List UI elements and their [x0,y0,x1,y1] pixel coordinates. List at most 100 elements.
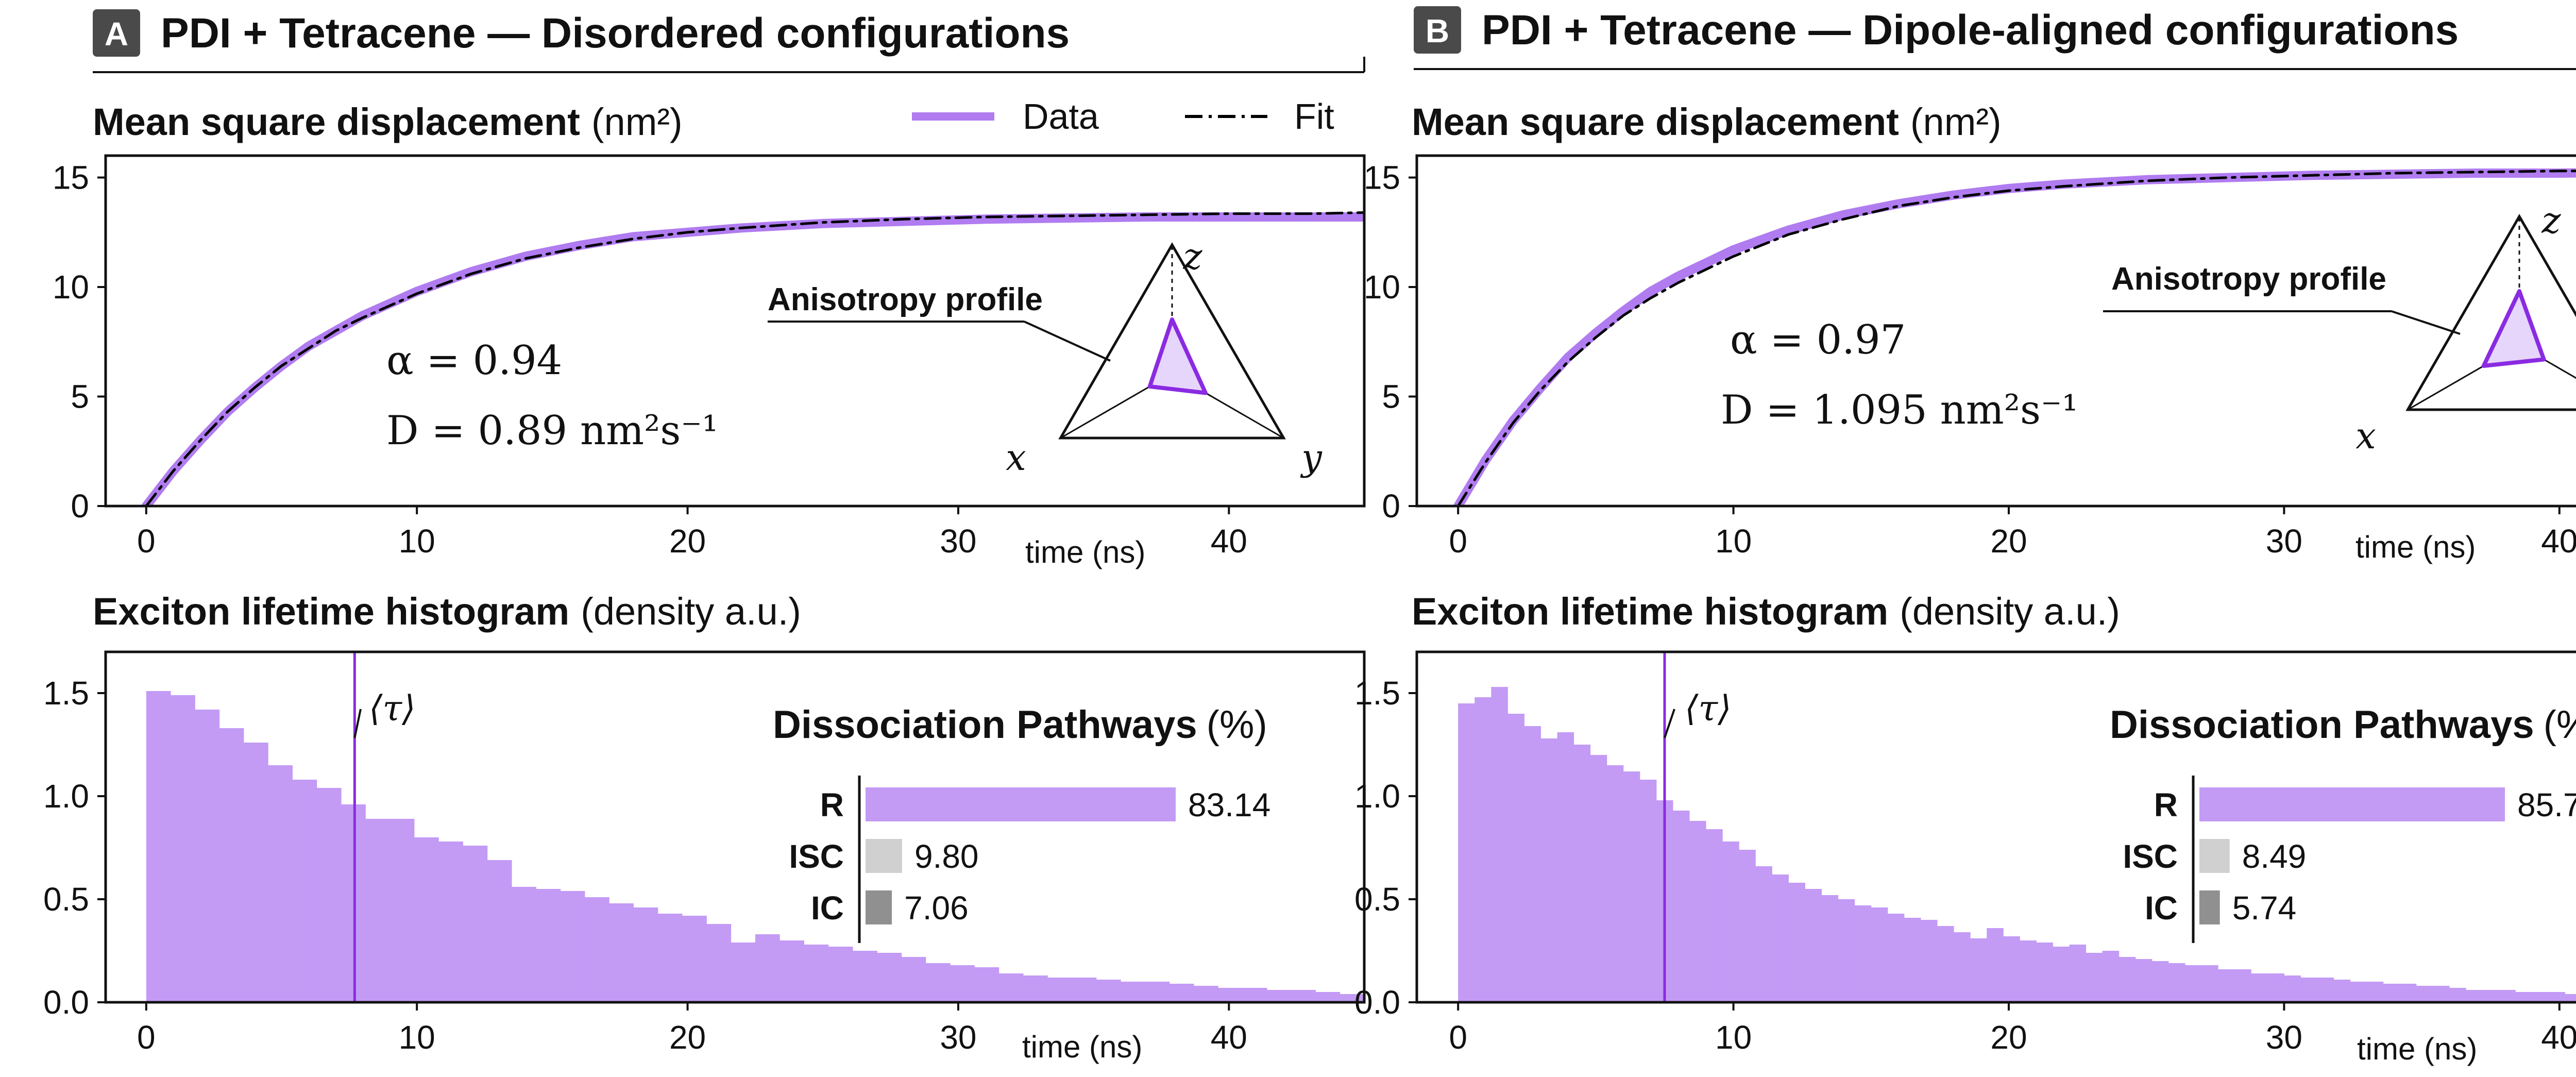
b-axis-x-label: x [2355,415,2376,457]
b-anisotropy-leader [2391,310,2461,335]
a-hist-hist-bar [731,943,756,1002]
b-hist-hist-bar [2449,988,2466,1002]
b-pathways-title-line: Dissociation Pathways (%) [2110,703,2576,747]
a-hist-hist-bar [463,846,488,1002]
a-anisotropy-inset: Anisotropy profile x y z [768,235,1323,479]
b-anisotropy-inset: Anisotropy profile x y z [2103,199,2576,457]
b-hist-pathway-bar [2199,787,2505,821]
b-msd-data-series-line [1453,168,2576,506]
b-hist-xtick-label: 10 [1715,1019,1752,1056]
b-hist-xtick-label: 30 [2266,1019,2302,1056]
a-hist-hist-bar [950,965,975,1002]
a-hist-hist-bar [706,924,732,1002]
a-msd-ytick-label: 15 [53,159,89,196]
b-hist-hist-bar [2499,990,2516,1002]
b-hist-hist-bar [1639,780,1657,1002]
b-msd-ytick-label: 10 [1364,268,1400,306]
a-hist-hist-bar [925,963,951,1002]
a-hist-pathway-label: IC [811,889,844,927]
b-hist-hist-bar [1606,765,1624,1002]
b-hist-hist-bar [2069,945,2087,1002]
b-hist-xtick-label: 20 [1990,1019,2027,1056]
a-hist-hist-bar [877,953,902,1002]
a-anisotropy-radar [1058,242,1286,440]
b-hist-hist-bar [1904,918,1921,1002]
b-hist-hist-bar [2350,982,2367,1002]
b-hist-hist-bar [1838,899,1855,1002]
a-hist-hist-bar [1023,975,1048,1002]
a-tau-leader [353,709,362,738]
a-hist-hist-bar [1242,988,1267,1002]
a-hist-hist-bar [682,916,707,1002]
b-msd-ytick-label: 5 [1382,378,1400,415]
a-hist-hist-bar [1194,986,1218,1002]
b-hist-pathway-label: ISC [2123,838,2178,875]
b-hist-hist-bar [1987,928,2004,1002]
b-anisotropy-label: Anisotropy profile [2111,261,2386,297]
b-pathways-bars: R 85.76 ISC 8.49 IC 5.74 [2123,776,2576,943]
a-hist-pathway-bar [866,839,902,873]
b-hist-hist-bar [1887,914,1905,1002]
b-hist-ytick-label: 0.0 [1354,984,1400,1021]
a-hist-xtick-label: 20 [669,1019,706,1056]
b-hist-hist-bar [2251,973,2268,1002]
b-hist-hist-bar [2565,994,2576,1002]
b-hist-xtick-label: 40 [2541,1019,2576,1056]
a-hist-xlabel: time (ns) [1022,1030,1142,1064]
a-hist-unit: (density a.u.) [581,590,801,633]
b-hist-pathway-value: 5.74 [2232,889,2297,927]
a-hist-hist-bar [414,837,439,1002]
a-hist-hist-bar [1169,984,1194,1002]
panel-b-badge [1414,6,1461,54]
b-msd-xlabel: time (ns) [2355,530,2476,564]
a-anisotropy-label: Anisotropy profile [768,282,1043,317]
b-hist-hist-bar [2482,990,2499,1002]
a-msd-fit-series-line [145,211,1364,506]
a-hist-hist-bar [779,940,804,1002]
b-hist-pathway-value: 8.49 [2242,838,2307,875]
a-hist-hist-bar [438,842,463,1002]
b-hist-hist-bar [2168,963,2185,1002]
b-hist-hist-bar [1573,745,1591,1002]
a-hist-pathway-bar [866,890,892,924]
b-radar-frame [2405,213,2576,411]
b-hist-unit: (density a.u.) [1900,590,2120,633]
a-hist-hist-bar [1096,980,1121,1002]
a-hist-hist-bar [365,819,391,1002]
a-hist-pathway-value: 83.14 [1188,786,1270,823]
a-hist-hist-bar [609,903,634,1002]
a-hist-hist-bar [804,945,829,1002]
a-hist-hist-bar [853,951,877,1002]
a-msd-ytick-label: 5 [71,378,89,415]
a-hist-ytick-label: 0.0 [43,984,89,1021]
a-msd-xtick-label: 0 [137,523,156,560]
chart-a-msd: 0 10 20 30 40 0 5 10 15 [53,154,1366,560]
b-hist-ytick-label: 1.0 [1354,778,1400,815]
b-anisotropy-radar [2405,213,2576,411]
a-hist-hist-bar [487,860,512,1002]
b-hist-overlays: ⟨τ⟩ Dissociation Pathways (%) R 85.76 ISC 8… [1664,688,2576,943]
a-hist-hist-bar [292,780,317,1002]
b-hist-ytick-label: 1.5 [1354,675,1400,712]
b-hist-hist-bar [2201,965,2218,1002]
a-hist-hist-bar [584,897,609,1002]
b-alpha-text: α = 0.97 [1730,317,1906,363]
a-hist-title-line: Exciton lifetime histogram (density a.u.… [93,590,801,633]
panel-a-title: PDI + Tetracene — Disordered configurati… [161,10,1070,57]
panel-a-badge [93,9,140,57]
b-hist-hist-bar [1524,726,1541,1002]
b-hist-hist-bar [1821,895,1839,1002]
legend-fit-label: Fit [1294,96,1334,137]
a-msd-plot-frame [104,154,1366,508]
a-hist-pathway-bar [866,787,1176,821]
b-hist-hist-bar [2416,986,2433,1002]
b-msd-annotations: α = 0.97 D = 1.095 nm²s⁻¹ [1721,317,2078,433]
a-hist-hist-bar [560,891,585,1002]
b-hist-hist-bar [2185,965,2202,1002]
a-hist-pathway-label: ISC [789,838,844,875]
a-hist-hist-bar [171,695,195,1002]
b-hist-hist-bar [2053,947,2070,1002]
a-hist-pathway-value: 9.80 [914,838,979,875]
b-hist-hist-bar [1788,883,1806,1002]
